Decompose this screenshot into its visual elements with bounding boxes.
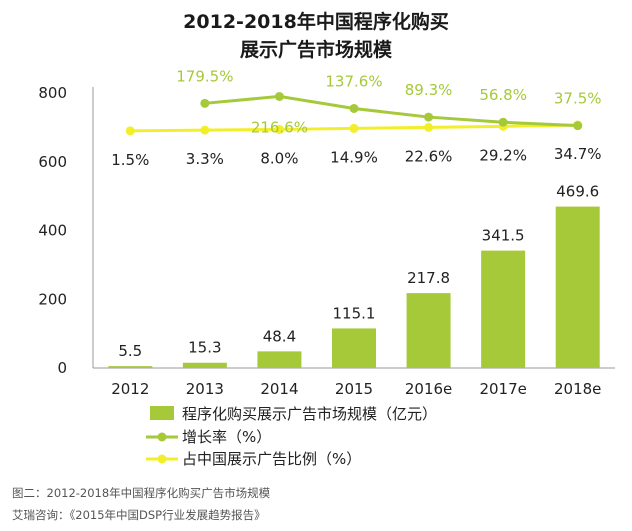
- share-value-label: 3.3%: [186, 150, 224, 168]
- chart-title: 2012-2018年中国程序化购买 展示广告市场规模: [0, 8, 632, 64]
- growth-value-label: 89.3%: [405, 81, 453, 99]
- bar: [182, 362, 227, 368]
- legend-label-share: 占中国展示广告比例（%）: [182, 450, 361, 468]
- legend-marker-share: [157, 454, 167, 464]
- share-point: [274, 124, 284, 134]
- bar-value-label: 341.5: [482, 227, 525, 245]
- growth-point: [498, 117, 508, 127]
- bar: [257, 351, 302, 368]
- bar: [481, 250, 526, 368]
- x-tick-label: 2012: [111, 380, 149, 398]
- chart-area: 0 200 400 600 800 2012 2013 2014 2015 2016e 2017e 2…: [38, 67, 615, 468]
- growth-point: [573, 121, 583, 131]
- growth-value-label: 216.6%: [251, 118, 308, 136]
- y-tick-label: 400: [38, 222, 67, 240]
- legend-label-bar: 程序化购买展示广告市场规模（亿元）: [182, 405, 437, 423]
- x-tick-label: 2017e: [479, 380, 526, 398]
- growth-value-label: 56.8%: [479, 86, 527, 104]
- x-tick-label: 2013: [186, 380, 224, 398]
- y-tick-label: 600: [38, 153, 67, 171]
- bar-value-label: 15.3: [188, 339, 221, 357]
- bar-value-label: 115.1: [333, 304, 376, 322]
- legend-label-growth: 增长率（%）: [182, 428, 271, 446]
- bar-value-label: 217.8: [407, 269, 450, 287]
- figure-caption-text: 图二：2012-2018年中国程序化购买广告市场规模: [12, 486, 271, 500]
- bar: [108, 366, 153, 368]
- share-point: [349, 123, 359, 133]
- y-tick-label: 800: [38, 84, 67, 102]
- growth-point: [349, 103, 359, 113]
- bar-value-label: 5.5: [118, 342, 142, 360]
- bar: [406, 293, 451, 368]
- growth-value-label: 179.5%: [176, 67, 233, 85]
- growth-point: [274, 91, 284, 101]
- bar: [332, 328, 376, 368]
- share-point: [125, 126, 135, 136]
- x-tick-label: 2016e: [405, 380, 452, 398]
- share-value-label: 8.0%: [260, 149, 298, 167]
- legend-marker-growth: [157, 432, 167, 442]
- share-value-label: 14.9%: [330, 148, 378, 166]
- source-caption-text: 艾瑞咨询：《2015年中国DSP行业发展趋势报告》: [12, 508, 266, 522]
- bar: [555, 206, 600, 368]
- share-value-label: 22.6%: [405, 147, 453, 165]
- x-tick-label: 2015: [335, 380, 373, 398]
- share-value-label: 29.2%: [479, 146, 527, 164]
- growth-point: [424, 112, 434, 122]
- chart-title-line-1: 2012-2018年中国程序化购买: [183, 11, 449, 33]
- growth-value-label: 137.6%: [325, 72, 382, 90]
- y-tick-label: 0: [57, 359, 67, 377]
- growth-value-label: 37.5%: [554, 90, 602, 108]
- figure-caption: 图二：2012-2018年中国程序化购买广告市场规模 艾瑞咨询：《2015年中国…: [12, 482, 270, 526]
- x-tick-label: 2014: [260, 380, 298, 398]
- share-point: [424, 122, 434, 132]
- growth-point: [200, 98, 210, 108]
- share-value-label: 34.7%: [554, 145, 602, 163]
- chart-title-line-2: 展示广告市场规模: [239, 39, 392, 61]
- bar-value-label: 469.6: [556, 183, 599, 201]
- x-tick-label: 2018e: [554, 380, 601, 398]
- share-point: [200, 125, 210, 135]
- share-value-label: 1.5%: [111, 151, 149, 169]
- y-tick-label: 200: [38, 290, 67, 308]
- legend-swatch-bar: [150, 406, 174, 420]
- growth-line: [204, 94, 578, 128]
- bar-value-label: 48.4: [263, 327, 296, 345]
